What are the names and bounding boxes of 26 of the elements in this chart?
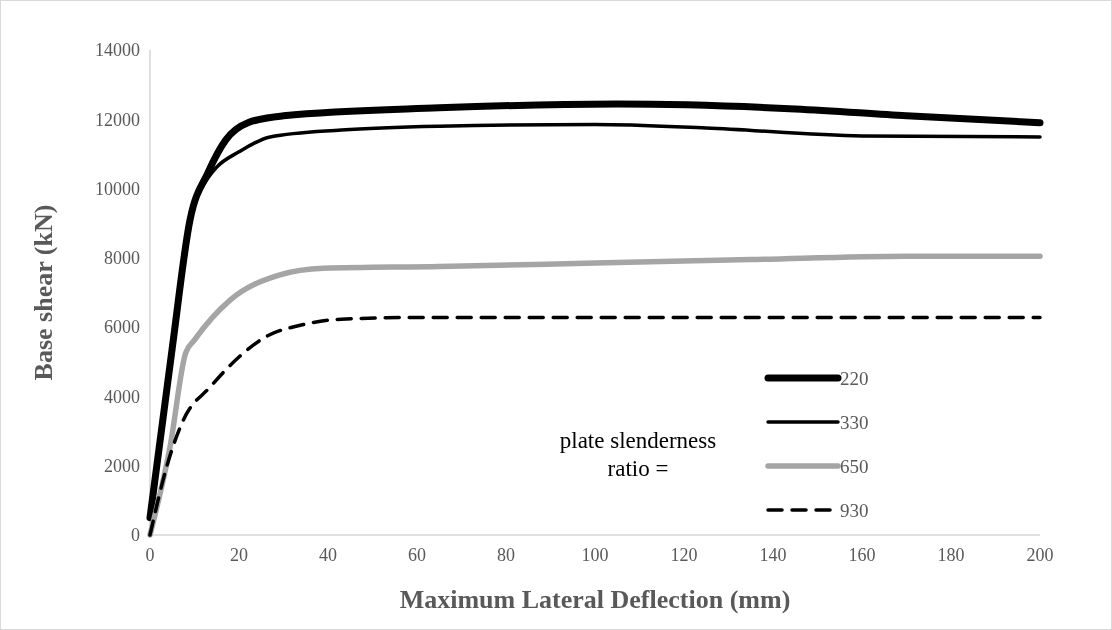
x-tick-label: 20 [230, 545, 248, 565]
legend-label: 930 [840, 499, 869, 521]
y-tick-label: 8000 [104, 248, 140, 269]
x-tick-label: 200 [1026, 545, 1054, 565]
x-axis-title: Maximum Lateral Deflection (mm) [399, 585, 791, 614]
x-tick-label: 100 [581, 545, 609, 565]
y-axis-title: Base shear (kN) [29, 204, 58, 381]
x-tick-label: 60 [408, 545, 426, 565]
x-tick-label: 0 [145, 545, 155, 565]
legend-label: 650 [840, 455, 869, 477]
legend-title: plate slenderness ratio = [559, 428, 717, 481]
x-tick-label: 120 [670, 545, 698, 565]
y-tick-label: 4000 [104, 386, 140, 407]
x-tick-label: 180 [937, 545, 965, 565]
x-tick-label: 80 [497, 545, 515, 565]
legend-label: 220 [840, 367, 869, 389]
y-tick-label: 6000 [104, 317, 140, 338]
x-tick-label: 160 [848, 545, 876, 565]
x-tick-label: 140 [759, 545, 787, 565]
legend-label: 330 [840, 411, 869, 433]
y-tick-label: 12000 [95, 109, 140, 130]
y-tick-label: 14000 [95, 40, 140, 61]
y-tick-label: 2000 [104, 456, 140, 477]
x-tick-label: 40 [319, 545, 337, 565]
y-tick-label: 10000 [95, 178, 140, 199]
y-tick-label: 0 [131, 525, 140, 546]
